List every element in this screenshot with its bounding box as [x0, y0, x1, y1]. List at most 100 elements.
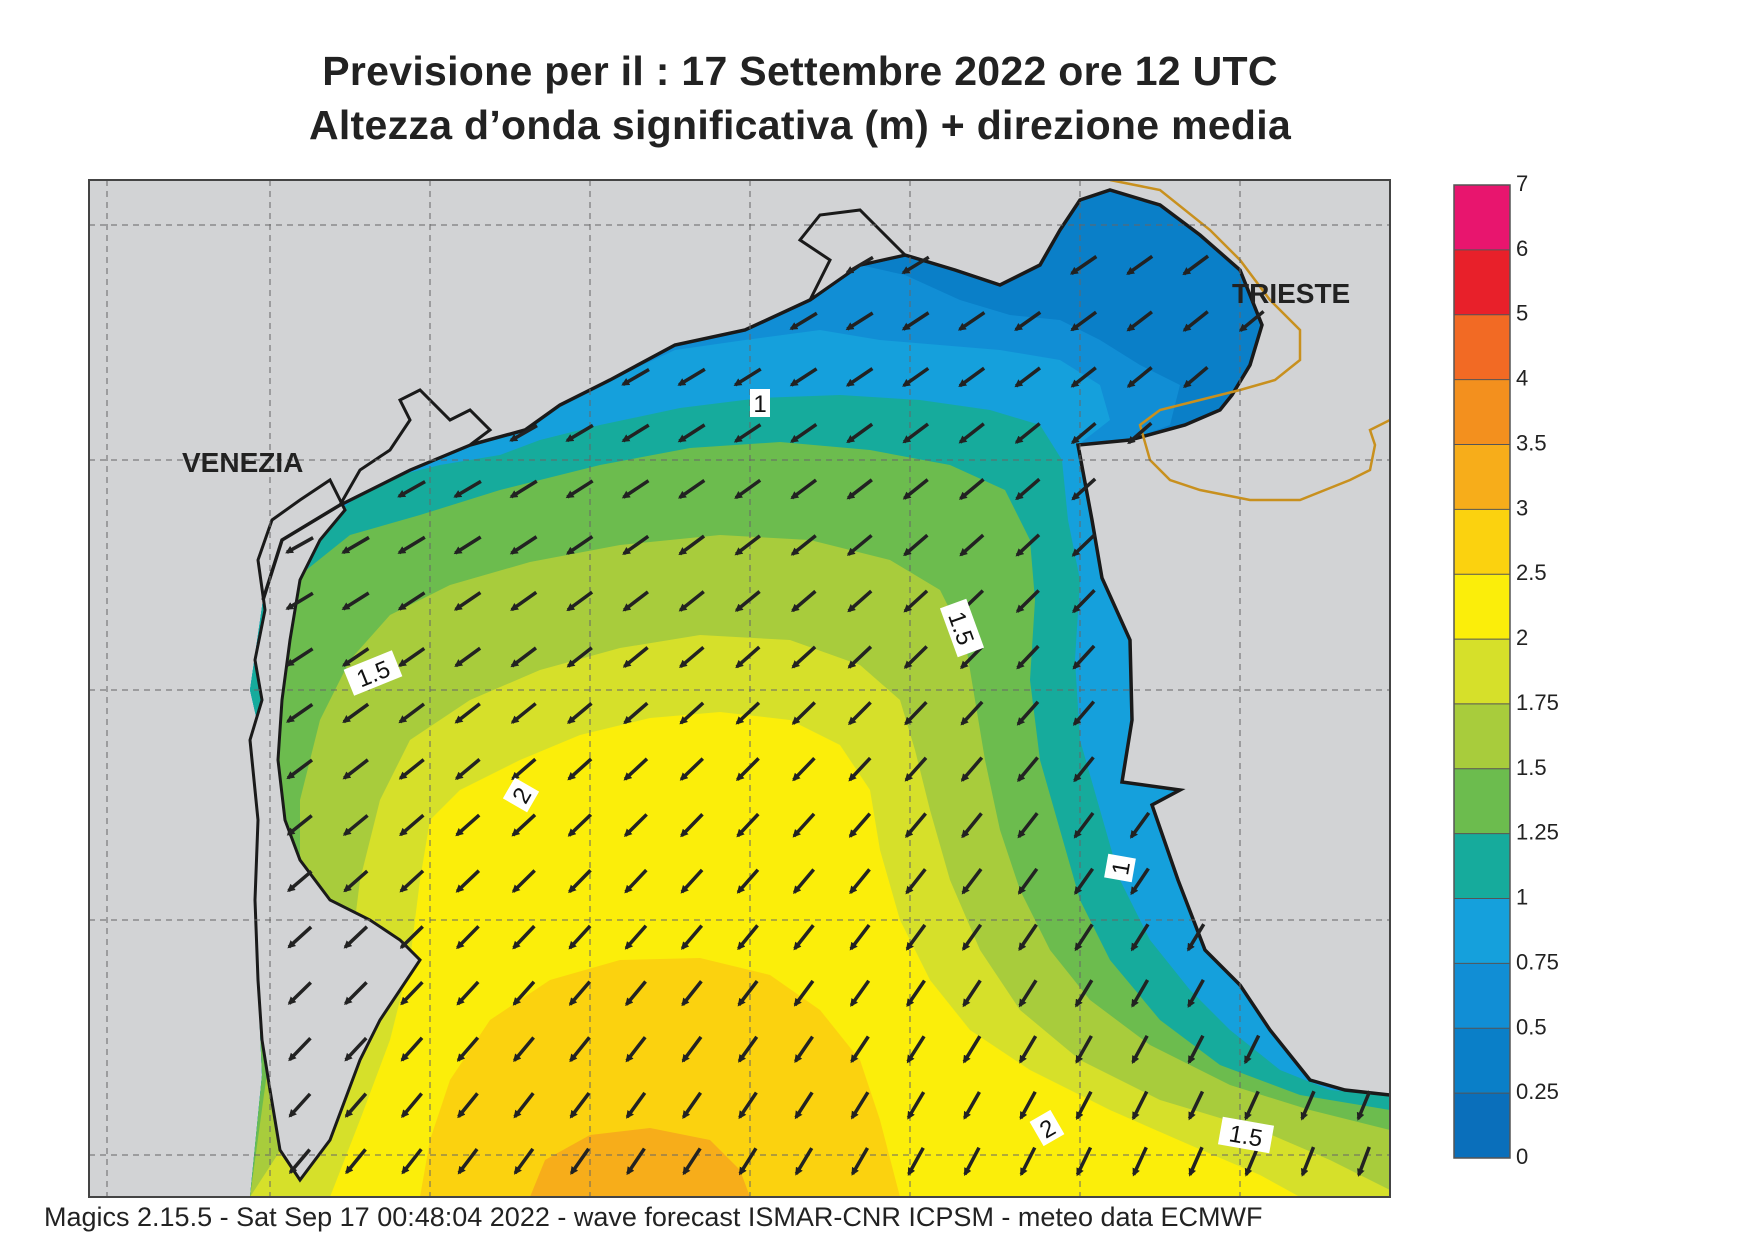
direction-arrow [455, 869, 481, 893]
direction-arrow [622, 646, 649, 668]
direction-arrow [345, 1148, 367, 1175]
contour-label: 1 [1107, 859, 1136, 877]
direction-arrow [846, 478, 873, 500]
direction-arrow [734, 590, 761, 612]
direction-arrow [791, 589, 817, 613]
direction-arrow [1070, 366, 1097, 388]
legend-tick-label: 0.25 [1516, 1079, 1559, 1104]
direction-arrow [849, 868, 871, 895]
direction-arrow [903, 645, 928, 669]
direction-arrow [1300, 1146, 1316, 1177]
legend-tick-label: 1.75 [1516, 690, 1559, 715]
direction-arrow [850, 1035, 870, 1064]
direction-arrow [622, 590, 649, 612]
direction-arrow [565, 535, 594, 555]
direction-arrow [398, 646, 426, 668]
direction-arrow [288, 1148, 312, 1174]
legend-color-box [1454, 444, 1510, 510]
direction-arrow [286, 814, 313, 836]
direction-arrow [737, 980, 759, 1007]
legend-tick-label: 7 [1516, 171, 1528, 196]
direction-arrow [401, 1148, 423, 1175]
legend-tick-label: 1.25 [1516, 820, 1559, 845]
direction-arrow [678, 534, 706, 556]
direction-arrow [565, 479, 594, 499]
direction-arrow [962, 1035, 982, 1064]
direction-arrow [960, 645, 984, 670]
direction-arrow [621, 423, 650, 443]
direction-arrow [509, 424, 538, 442]
direction-arrow [792, 812, 816, 838]
direction-arrow [733, 423, 762, 443]
graticule [89, 180, 1390, 1197]
direction-arrow [1126, 366, 1153, 388]
direction-arrow [963, 1146, 981, 1177]
direction-arrow [623, 701, 649, 725]
direction-arrow [1075, 1090, 1093, 1121]
direction-arrow [681, 1091, 703, 1119]
parameter-title: Altezza d’onda significativa (m) + direz… [308, 102, 1292, 148]
direction-arrow [1182, 254, 1210, 276]
direction-arrow [510, 702, 537, 724]
direction-arrow [624, 868, 648, 894]
direction-arrow [513, 1092, 535, 1119]
direction-arrow [287, 981, 312, 1005]
direction-arrow [901, 311, 930, 331]
direction-arrow [961, 812, 983, 839]
direction-arrow [625, 1036, 647, 1063]
direction-arrow [512, 924, 536, 950]
direction-arrow [1130, 867, 1150, 896]
direction-arrow [454, 758, 481, 780]
direction-arrow [621, 367, 650, 387]
direction-arrow [1075, 1146, 1093, 1177]
direction-arrow [789, 311, 818, 331]
legend-color-box [1454, 639, 1510, 705]
direction-arrow [846, 534, 873, 556]
wave-direction-arrows [285, 254, 1372, 1177]
direction-arrow [1019, 1146, 1037, 1177]
direction-arrow [680, 813, 704, 838]
direction-arrow [622, 534, 650, 556]
direction-arrow [566, 702, 593, 724]
direction-arrow [510, 646, 538, 668]
direction-arrow [511, 869, 536, 893]
direction-arrow [734, 478, 762, 500]
direction-arrow [1072, 700, 1096, 726]
direction-arrow [961, 923, 983, 951]
legend-tick-label: 2 [1516, 625, 1528, 650]
direction-arrow [1015, 589, 1040, 613]
direction-arrow [737, 924, 759, 951]
contour-label: 1 [753, 391, 766, 418]
direction-arrow [677, 367, 706, 387]
direction-arrow [958, 366, 986, 388]
direction-arrow [960, 756, 984, 782]
direction-arrow [1016, 644, 1040, 670]
direction-arrow [509, 535, 538, 555]
direction-arrow [847, 645, 873, 669]
direction-arrow [566, 590, 594, 612]
direction-arrow [738, 1091, 758, 1120]
direction-arrow [735, 757, 760, 782]
direction-arrow [513, 1036, 535, 1063]
direction-arrow [567, 813, 593, 837]
direction-arrow [342, 758, 369, 780]
direction-arrow [845, 367, 874, 387]
direction-arrow [1018, 1035, 1038, 1064]
direction-arrow [905, 812, 927, 839]
direction-arrow [1017, 756, 1039, 783]
direction-arrow [793, 979, 815, 1007]
forecast-title: Previsione per il : 17 Settembre 2022 or… [322, 48, 1278, 94]
direction-arrow [1188, 1146, 1204, 1177]
direction-arrow [845, 311, 874, 331]
direction-arrow [958, 478, 985, 500]
direction-arrow [906, 979, 926, 1008]
direction-arrow [736, 868, 760, 894]
direction-arrow [1129, 811, 1151, 839]
direction-arrow [903, 589, 929, 613]
direction-arrow [1126, 254, 1154, 276]
direction-arrow [568, 924, 592, 950]
direction-arrow [623, 757, 649, 781]
direction-arrow [680, 924, 704, 950]
direction-arrow [511, 813, 537, 837]
legend-color-box [1454, 768, 1510, 835]
